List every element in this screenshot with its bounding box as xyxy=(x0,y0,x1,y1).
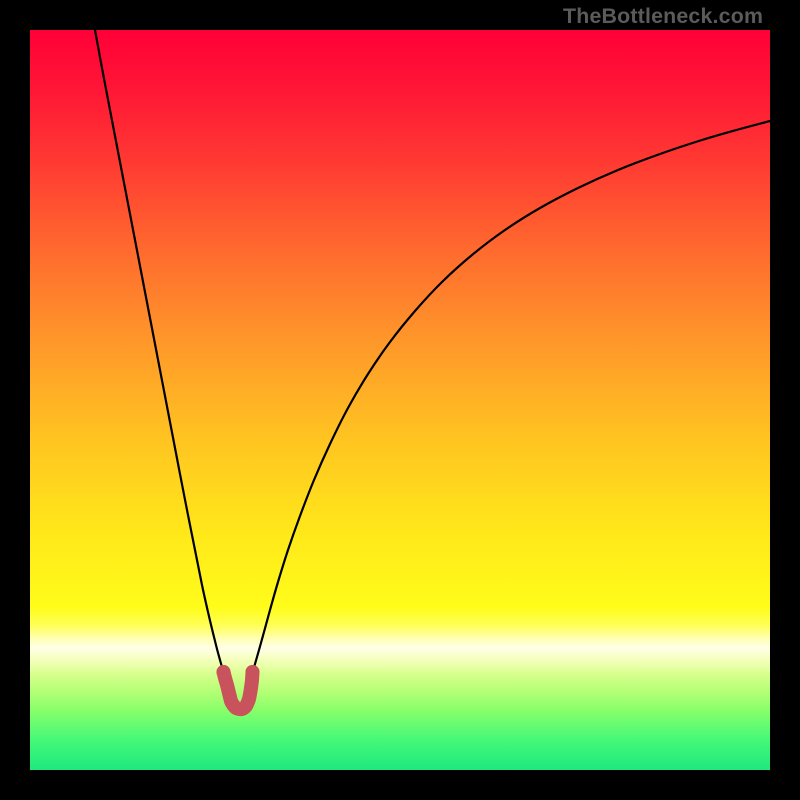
notch-dot-right xyxy=(246,665,260,679)
bottleneck-chart xyxy=(0,0,800,800)
chart-frame xyxy=(0,0,800,800)
notch-dot-left xyxy=(217,665,231,679)
gradient-background xyxy=(30,30,770,770)
watermark-text: TheBottleneck.com xyxy=(563,4,763,29)
